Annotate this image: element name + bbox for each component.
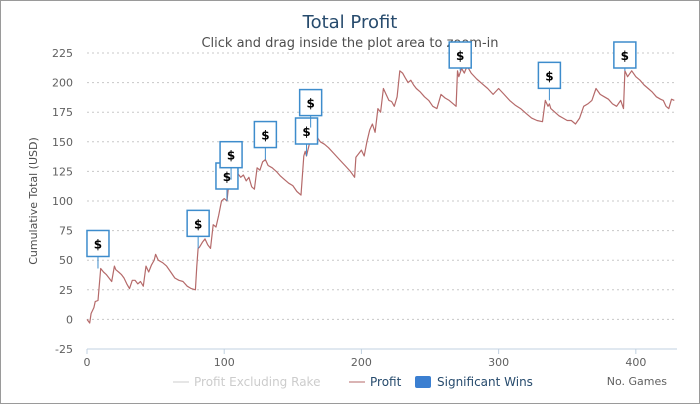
flag-label: $: [545, 69, 553, 83]
chart-title: Total Profit: [302, 12, 398, 33]
significant-win-flag[interactable]: $: [219, 140, 243, 180]
legend-item-significant-wins[interactable]: Significant Wins: [415, 375, 533, 389]
y-tick-label: 150: [52, 136, 73, 149]
x-tick-label: 0: [84, 356, 91, 369]
y-tick-label: 0: [66, 313, 73, 326]
flag-label: $: [94, 237, 102, 251]
chart-subtitle: Click and drag inside the plot area to z…: [201, 36, 498, 51]
y-tick-label: 225: [52, 47, 73, 60]
y-tick-label: 50: [59, 254, 73, 267]
y-tick-label: 25: [59, 284, 73, 297]
flag-label: $: [194, 217, 202, 231]
legend-label-profit-excluding-rake: Profit Excluding Rake: [194, 375, 320, 389]
significant-win-flag[interactable]: $: [86, 229, 110, 269]
x-tick-label: 100: [214, 356, 235, 369]
flag-label: $: [306, 97, 314, 111]
plot-area[interactable]: [86, 65, 675, 324]
flag-box: [294, 117, 319, 145]
flag-label: $: [302, 125, 310, 139]
significant-win-flag[interactable]: $: [294, 117, 319, 157]
flag-label: $: [261, 129, 269, 143]
y-tick-label: 100: [52, 195, 73, 208]
legend-item-profit[interactable]: Profit: [349, 375, 402, 389]
flag-box: [613, 41, 637, 69]
legend-item-profit-excluding-rake[interactable]: Profit Excluding Rake: [173, 375, 320, 389]
x-tick-label: 200: [351, 356, 372, 369]
significant-win-flag[interactable]: $: [186, 209, 210, 249]
flag-label: $: [456, 49, 464, 63]
flag-label: $: [227, 149, 235, 163]
y-axis-ticks: -25 0 25 50 75 100 125 150 175 200 225: [52, 47, 73, 356]
y-tick-label: 175: [52, 106, 73, 119]
legend-symbol-significant-wins: [415, 376, 431, 388]
flag-box: [298, 88, 323, 117]
significant-win-flag[interactable]: $: [298, 88, 323, 128]
legend: Profit Excluding Rake Profit Significant…: [173, 375, 533, 389]
y-tick-label: -25: [55, 343, 73, 356]
flag-label: $: [621, 49, 629, 63]
legend-label-significant-wins: Significant Wins: [437, 375, 533, 389]
y-tick-label: 200: [52, 77, 73, 90]
significant-win-flag[interactable]: $: [215, 162, 239, 201]
x-axis-title: No. Games: [607, 375, 668, 388]
significant-win-flag[interactable]: $: [448, 41, 472, 71]
flag-box: [86, 229, 110, 258]
flag-box: [186, 209, 210, 238]
flag-box: [537, 61, 562, 90]
significant-win-flag[interactable]: $: [613, 41, 637, 71]
legend-label-profit: Profit: [370, 375, 402, 389]
flag-label: $: [223, 170, 231, 184]
flag-box: [253, 120, 278, 149]
x-axis-ticks: 0 100 200 300 400: [84, 349, 646, 369]
x-tick-label: 400: [625, 356, 646, 369]
significant-win-flag[interactable]: $: [537, 61, 562, 101]
flag-box: [448, 41, 472, 69]
significant-wins-flags: $ $ $ $ $ $ $ $ $ $: [86, 41, 637, 269]
significant-win-flag[interactable]: $: [253, 120, 278, 160]
series-line-profit[interactable]: [86, 65, 675, 324]
x-tick-label: 300: [488, 356, 509, 369]
y-axis-title: Cumulative Total (USD): [27, 137, 40, 265]
y-tick-label: 125: [52, 165, 73, 178]
y-tick-label: 75: [59, 225, 73, 238]
flag-box: [219, 140, 243, 169]
